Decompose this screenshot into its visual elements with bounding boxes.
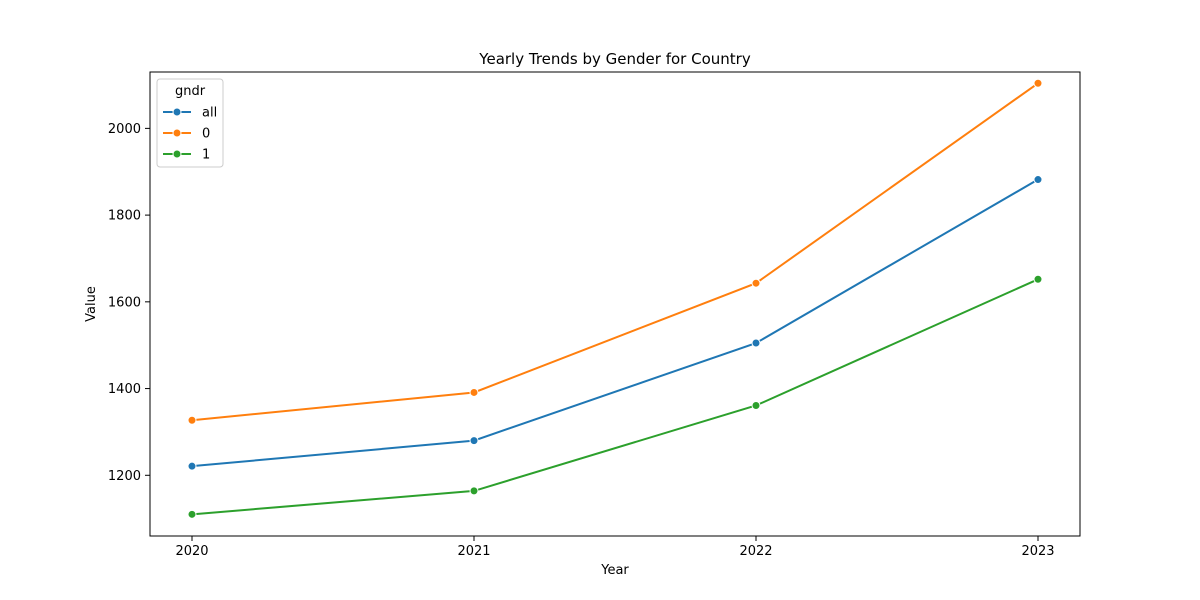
plot-area: 2020 2021 2022 2023 1200 1400 1600 1800 2000 bbox=[108, 71, 1081, 559]
data-point-0 bbox=[187, 415, 197, 425]
legend: gndr all 0 1 bbox=[156, 78, 224, 168]
series-line-1 bbox=[191, 278, 1039, 516]
y-axis-label: Value bbox=[84, 286, 99, 322]
series-line-all bbox=[191, 178, 1039, 468]
y-tick-label: 1800 bbox=[108, 209, 141, 224]
x-tick-label: 2020 bbox=[175, 544, 208, 559]
data-point-1 bbox=[751, 400, 761, 410]
y-tick-label: 2000 bbox=[108, 122, 141, 137]
x-axis-label: Year bbox=[600, 563, 629, 578]
legend-label-0: 0 bbox=[202, 127, 210, 142]
legend-label-all: all bbox=[202, 106, 217, 121]
data-point-1 bbox=[469, 486, 479, 496]
y-tick-label: 1200 bbox=[108, 469, 141, 484]
data-point-0 bbox=[1033, 78, 1043, 88]
legend-marker-0 bbox=[172, 128, 182, 138]
y-tick-label: 1600 bbox=[108, 295, 141, 310]
legend-marker-1 bbox=[172, 149, 182, 159]
data-point-all bbox=[1033, 175, 1043, 185]
data-point-all bbox=[751, 338, 761, 348]
series-line-0 bbox=[191, 82, 1039, 422]
data-point-0 bbox=[751, 278, 761, 288]
y-tick-label: 1400 bbox=[108, 382, 141, 397]
data-point-all bbox=[469, 436, 479, 446]
chart-title: Yearly Trends by Gender for Country bbox=[478, 50, 751, 68]
data-point-all bbox=[187, 461, 197, 471]
legend-box bbox=[156, 78, 224, 168]
legend-title: gndr bbox=[175, 84, 206, 99]
x-tick-label: 2021 bbox=[457, 544, 490, 559]
legend-label-1: 1 bbox=[202, 148, 210, 163]
x-tick-label: 2022 bbox=[739, 544, 772, 559]
legend-marker-all bbox=[172, 107, 182, 117]
plot-frame bbox=[149, 71, 1081, 537]
data-point-1 bbox=[187, 509, 197, 519]
data-point-0 bbox=[469, 387, 479, 397]
data-point-1 bbox=[1033, 274, 1043, 284]
x-tick-label: 2023 bbox=[1021, 544, 1054, 559]
